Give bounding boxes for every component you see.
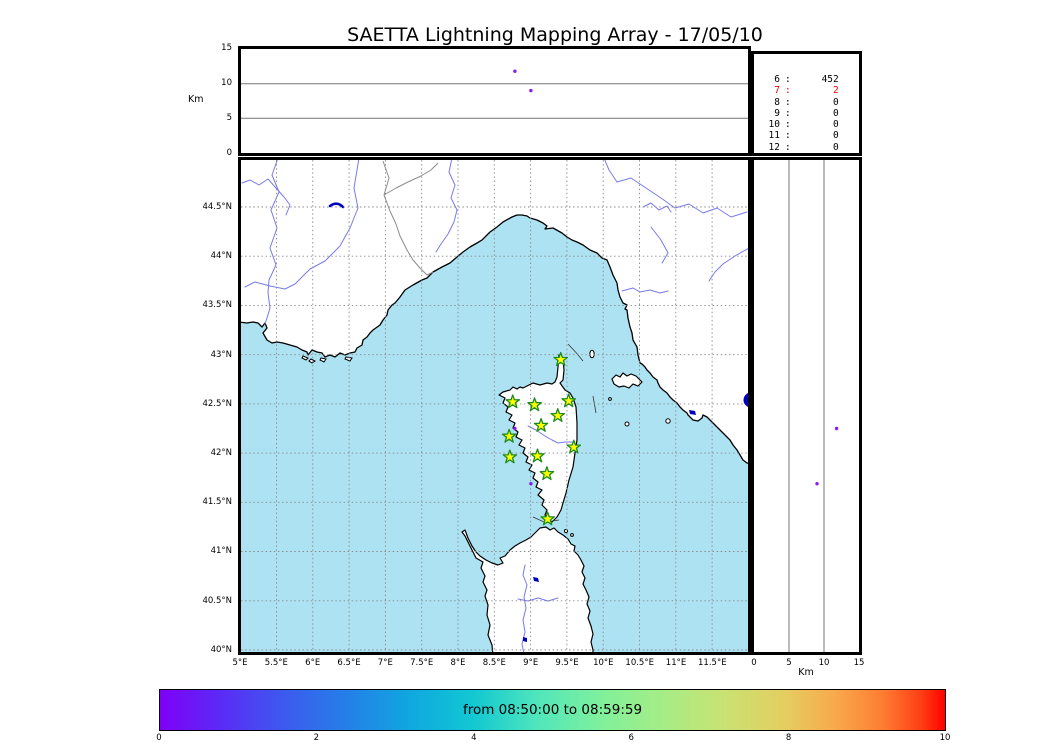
coastal-lagoon [689,410,696,415]
lon-tick: 5°E [232,658,248,668]
lon-tick: 7.5°E [410,658,434,668]
source-count-rows: 6:452 7:2 8:0 9:0 10:0 11:0 12:0 [764,74,853,153]
lat-tick: 42°N [210,448,232,458]
sardinia-lake-2 [523,637,527,642]
colorbar-tick: 10 [939,733,951,743]
station-star-marker [550,408,566,423]
time-colorbar: from 08:50:00 to 08:59:59 [159,689,946,731]
country-borders [382,160,439,276]
km-tick: 0 [751,658,757,668]
alpine-lake [328,202,345,209]
right-axis-label: Km [798,667,814,678]
altitude-axis-label: Km [188,94,204,105]
lightning-source-dot [529,88,533,93]
lightning-source-dot [834,426,839,431]
lat-tick: 43.5°N [202,300,232,310]
lma-station-markers [501,351,582,526]
alt-tick-10: 10 [221,78,232,88]
sardinia-lake-1 [533,577,539,582]
map-canvas [238,157,759,657]
altitude-latitude-panel [751,157,862,655]
alt-tick-0: 0 [226,148,232,158]
lon-tick: 10.5°E [625,658,654,668]
rivers [241,157,750,325]
station-star-marker [540,511,555,526]
station-star-marker [561,393,577,408]
colorbar-tick: 2 [313,733,320,743]
lat-tick: 40°N [210,645,232,655]
lon-tick: 9°E [523,658,539,668]
alt-tick-5: 5 [226,113,232,123]
altitude-latitude-canvas [788,160,839,652]
lon-tick: 11.5°E [698,658,727,668]
count-row: 7:2 [774,85,839,97]
colorbar-tick: 4 [471,733,477,743]
station-star-marker [539,466,555,481]
mediterranean-sea [239,215,753,656]
station-star-marker [530,448,545,463]
count-row: 10:0 [768,119,839,131]
colorbar-tick: 0 [156,733,162,743]
city-marker-dot [743,392,759,408]
count-row: 6:452 [774,74,839,85]
km-tick: 5 [786,658,792,668]
lon-tick: 8.5°E [482,658,506,668]
lat-tick: 44°N [210,251,232,261]
source-count-panel: 6:452 7:2 8:0 9:0 10:0 11:0 12:0 [751,51,862,156]
page-title: SAETTA Lightning Mapping Array - 17/05/1… [347,24,763,46]
station-star-marker [502,449,518,464]
lon-tick: 5.5°E [264,658,288,668]
station-star-marker [501,428,517,443]
altitude-longitude-canvas [241,69,748,119]
lightning-sources-map [513,426,533,486]
lat-tick: 44.5°N [202,202,232,212]
station-star-marker [533,417,549,432]
lon-tick: 6°E [305,658,321,668]
lat-tick: 40.5°N [202,596,232,606]
lon-tick: 10°E [593,658,614,668]
lightning-sources-right [815,426,839,486]
graticule-grid [241,160,748,652]
altitude-longitude-panel [238,46,751,156]
lat-tick: 41.5°N [202,497,232,507]
lightning-source-dot [513,69,517,73]
lightning-source-dot [815,482,819,486]
small-islands [301,349,671,537]
count-row: 8:0 [774,96,839,108]
lon-tick: 9.5°E [555,658,579,668]
lon-tick: 6.5°E [337,658,361,668]
count-row: 9:0 [774,107,839,119]
alt-tick-15: 15 [221,43,232,53]
station-star-marker [505,394,521,409]
km-tick: 15 [853,658,865,668]
station-star-marker [553,351,569,366]
station-star-marker [566,439,582,454]
count-row: 11:0 [768,130,839,142]
elba-island [611,372,643,389]
lat-tick: 42.5°N [202,399,232,409]
km-tick: 10 [818,658,830,668]
lat-tick: 43°N [210,350,232,360]
lon-tick: 7°E [377,658,393,668]
lat-tick: 41°N [210,546,232,556]
lon-tick: 11°E [665,658,687,668]
lightning-sources-top [513,69,533,93]
count-row: 12:0 [768,141,839,153]
colorbar-tick: 8 [785,733,792,743]
colorbar-label: from 08:50:00 to 08:59:59 [462,702,643,718]
colorbar-tick: 6 [628,733,634,743]
map-panel [238,157,759,657]
station-star-marker [527,397,542,412]
lightning-source-dot [513,426,517,431]
mainland-coastline [238,214,754,465]
lightning-source-dot [529,482,533,486]
lon-tick: 8°E [450,658,466,668]
